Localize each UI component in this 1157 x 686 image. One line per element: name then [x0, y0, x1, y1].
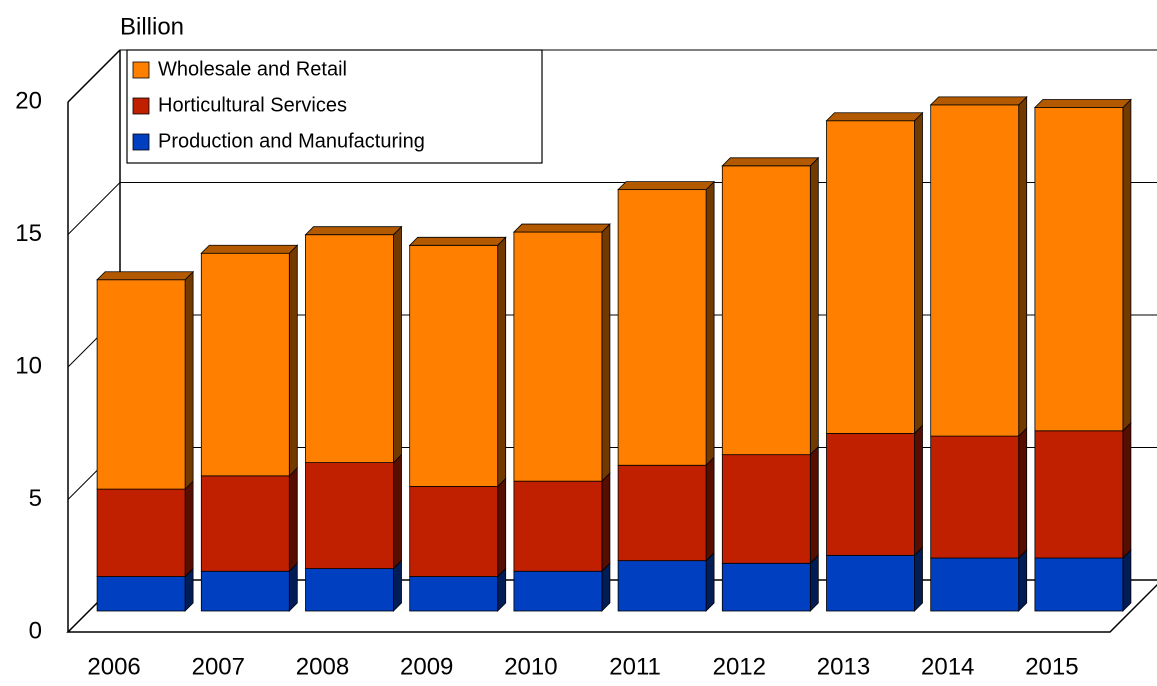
bar: [721, 165, 811, 456]
y-tick-label: 0: [29, 617, 42, 644]
legend-box: [126, 49, 543, 164]
legend-label: Horticultural Services: [158, 94, 347, 116]
bar: [1034, 430, 1124, 559]
x-tick-label: 2010: [504, 653, 557, 680]
y-tick-label: 10: [15, 352, 42, 379]
legend: Wholesale and Retail Horticultural Servic…: [126, 49, 543, 164]
bar: [513, 570, 603, 612]
bar: [617, 560, 707, 612]
bar-top: [512, 223, 611, 233]
bar-top: [1033, 99, 1132, 108]
bar-top: [96, 271, 195, 281]
x-tick-label: 2006: [87, 653, 140, 680]
x-tick-label: 2011: [609, 653, 661, 680]
bar-side: [1122, 421, 1132, 559]
bar: [409, 244, 499, 487]
bar: [200, 475, 290, 572]
legend-swatch: [132, 61, 150, 79]
bar: [409, 576, 499, 612]
bar: [96, 576, 186, 612]
grid-line-side: [67, 49, 121, 103]
y-tick-label: 15: [15, 220, 42, 247]
bar-side: [914, 424, 923, 557]
bar: [1034, 107, 1124, 432]
legend-swatch: [132, 133, 150, 151]
bar-side: [1018, 95, 1028, 438]
bar: [513, 231, 603, 482]
bar: [96, 279, 186, 490]
bar: [200, 570, 290, 612]
bar-side: [809, 445, 819, 565]
bar: [930, 104, 1020, 437]
bar: [305, 568, 394, 612]
bar: [305, 234, 394, 463]
y-tick-label: 5: [29, 485, 42, 512]
y-tick-label: 20: [15, 87, 42, 114]
x-tick-label: 2007: [192, 653, 245, 680]
bar-side: [705, 180, 715, 467]
bar-top: [617, 181, 716, 191]
bar: [617, 189, 707, 466]
bar-side: [393, 453, 402, 570]
bar-side: [393, 225, 402, 464]
bar: [826, 120, 915, 434]
bar-side: [809, 554, 819, 612]
bar-side: [393, 559, 402, 612]
bar-side: [1018, 549, 1028, 612]
bar-side: [288, 244, 298, 477]
bar: [930, 557, 1020, 612]
bar: [409, 486, 499, 577]
bar-side: [601, 472, 611, 573]
x-tick-label: 2014: [921, 653, 974, 680]
bar-side: [184, 480, 194, 578]
bar-side: [184, 270, 194, 491]
bar: [826, 554, 915, 612]
bar-side: [601, 223, 611, 483]
bar-side: [288, 466, 298, 573]
bar: [721, 562, 811, 612]
bar-top: [408, 236, 507, 246]
bar: [513, 480, 603, 572]
bar-side: [705, 456, 715, 562]
bar: [930, 435, 1020, 559]
bar-side: [1018, 427, 1028, 559]
x-tick-label: 2009: [400, 653, 453, 680]
bar-side: [914, 546, 923, 612]
bar-side: [1122, 98, 1132, 432]
bar-side: [497, 477, 507, 578]
bar-top: [721, 157, 820, 167]
bar: [721, 454, 811, 564]
bar-top: [200, 244, 299, 254]
x-tick-label: 2015: [1025, 653, 1078, 680]
x-tick-label: 2013: [817, 653, 870, 680]
bar-side: [809, 156, 819, 456]
x-tick-label: 2008: [296, 653, 349, 680]
bar-top: [304, 226, 403, 236]
bar-side: [705, 551, 715, 612]
bar: [305, 462, 394, 570]
x-tick-label: 2012: [713, 653, 766, 680]
bar-side: [1122, 549, 1132, 612]
legend-swatch: [132, 97, 150, 115]
y-axis-label: Billion: [120, 13, 184, 40]
legend-label: Wholesale and Retail: [158, 58, 347, 80]
bar: [96, 488, 186, 577]
bar: [1034, 557, 1124, 612]
bar-side: [497, 236, 507, 488]
bar-top: [929, 96, 1028, 106]
bar: [200, 252, 290, 477]
grid-line-side: [67, 182, 121, 235]
bar-top: [825, 112, 924, 122]
legend-label: Production and Manufacturing: [158, 130, 425, 152]
bar-side: [914, 111, 923, 435]
bar: [617, 464, 707, 562]
bar: [826, 433, 915, 556]
